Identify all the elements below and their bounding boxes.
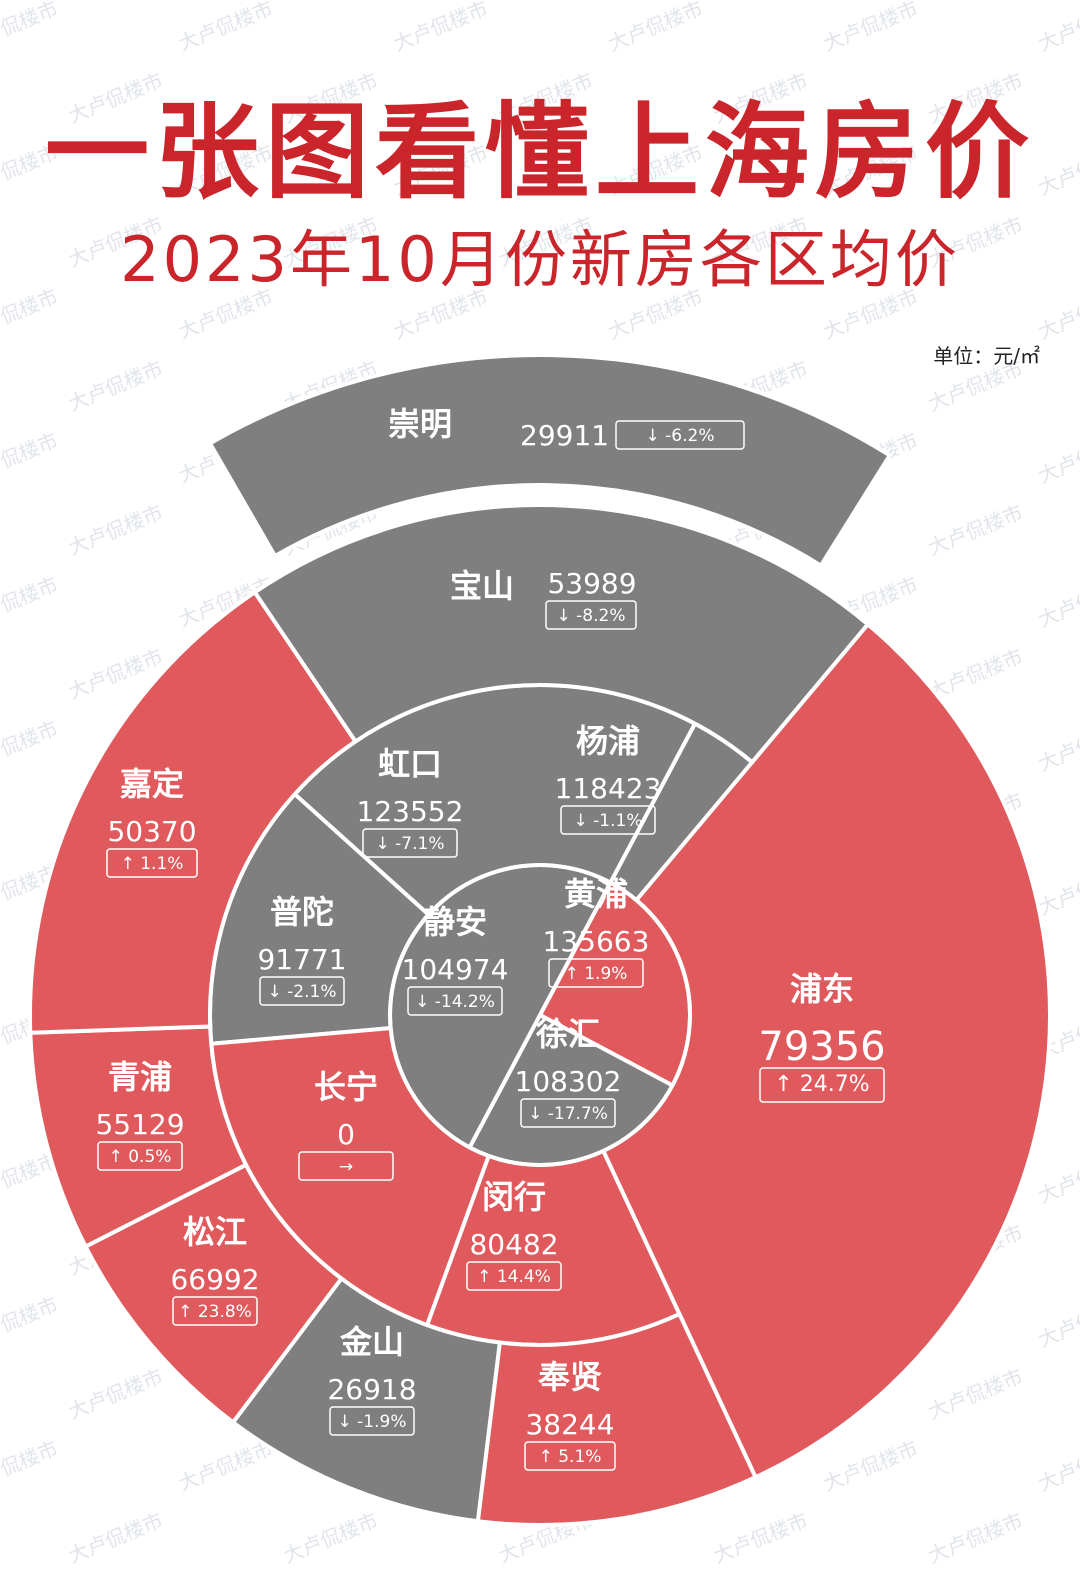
- change-badge: [298, 1151, 394, 1181]
- label-group-宝山: 宝山 53989 ↓ -8.2%: [450, 567, 637, 630]
- change-text: ↓ -2.1%: [268, 982, 337, 1002]
- change-badge: [759, 1067, 885, 1103]
- district-name: 松江: [183, 1213, 247, 1251]
- district-name: 奉贤: [538, 1358, 602, 1396]
- change-text: ↑ 5.1%: [539, 1447, 602, 1467]
- label-group-青浦: 青浦 55129 ↑ 0.5%: [95, 1058, 185, 1171]
- district-name: 徐汇: [535, 1015, 600, 1053]
- change-text: ↑ 24.7%: [774, 1072, 869, 1097]
- change-text: ↑ 23.8%: [178, 1302, 252, 1322]
- district-name: 黄浦: [564, 875, 628, 913]
- label-group-嘉定: 嘉定 50370 ↑ 1.1%: [106, 765, 198, 878]
- district-price: 38244: [525, 1408, 614, 1441]
- district-name: 长宁: [314, 1068, 378, 1106]
- district-price: 80482: [469, 1228, 558, 1261]
- change-badge: [560, 805, 656, 835]
- change-text: ↑ 1.1%: [121, 854, 184, 874]
- district-price: 91771: [257, 943, 346, 976]
- district-price: 29911: [520, 419, 609, 452]
- label-group-虹口: 虹口 123552 ↓ -7.1%: [357, 745, 464, 858]
- change-badge: [615, 420, 745, 450]
- district-price: 53989: [547, 567, 636, 600]
- district-name: 嘉定: [120, 765, 184, 803]
- district-price: 79356: [758, 1024, 885, 1070]
- change-badge: [329, 1406, 415, 1436]
- district-price: 135663: [543, 925, 650, 958]
- label-group-浦东: 浦东 79356↑ 24.7%: [758, 970, 886, 1103]
- district-name: 崇明: [388, 405, 452, 443]
- district-name: 杨浦: [576, 722, 640, 760]
- district-name: 浦东: [790, 970, 854, 1008]
- district-price: 118423: [555, 772, 662, 805]
- change-badge: [548, 958, 644, 988]
- label-group-黄浦: 黄浦 135663 ↑ 1.9%: [543, 875, 650, 988]
- page-subtitle: 2023年10月份新房各区均价: [120, 223, 960, 296]
- label-group-长宁: 长宁 0 →: [298, 1068, 394, 1181]
- district-price: 104974: [402, 953, 509, 986]
- page-title: 一张图看懂上海房价: [44, 91, 1035, 213]
- label-group-普陀: 普陀 91771 ↓ -2.1%: [257, 893, 347, 1006]
- change-text: ↑ 0.5%: [109, 1147, 172, 1167]
- label-group-奉贤: 奉贤 38244 ↑ 5.1%: [524, 1358, 616, 1471]
- change-badge: [524, 1441, 616, 1471]
- label-group-徐汇: 徐汇 108302 ↓ -17.7%: [515, 1015, 622, 1128]
- change-text: ↑ 1.9%: [565, 964, 628, 984]
- price-sunburst-chart: 黄浦 135663 ↑ 1.9% 徐汇 108302 ↓ -17.7% 静安 104974 ↓ …: [28, 353, 1052, 1527]
- label-group-静安: 静安 104974 ↓ -14.2%: [402, 903, 509, 1016]
- change-badge: [259, 976, 345, 1006]
- district-price: 55129: [95, 1108, 184, 1141]
- label-group-崇明: 崇明 29911 ↓ -6.2%: [388, 405, 745, 452]
- change-text: ↓ -14.2%: [415, 992, 495, 1012]
- change-badge: [106, 848, 198, 878]
- change-badge: [362, 828, 458, 858]
- district-name: 静安: [423, 903, 487, 941]
- district-price: 0: [337, 1118, 355, 1151]
- district-name: 宝山: [450, 567, 514, 605]
- change-text: ↓ -1.1%: [574, 811, 643, 831]
- district-price: 108302: [515, 1065, 622, 1098]
- change-badge: [466, 1261, 562, 1291]
- change-badge: [545, 600, 637, 630]
- segment-崇明: [207, 353, 893, 569]
- segment-宝山: [252, 503, 871, 766]
- district-price: 50370: [107, 815, 196, 848]
- change-badge: [520, 1098, 616, 1128]
- label-group-杨浦: 杨浦 118423 ↓ -1.1%: [555, 722, 662, 835]
- change-badge: [97, 1141, 183, 1171]
- change-text: ↓ -6.2%: [646, 426, 715, 446]
- change-badge: [172, 1296, 258, 1326]
- district-name: 闵行: [482, 1178, 546, 1216]
- change-text: ↓ -17.7%: [528, 1104, 608, 1124]
- change-badge: [407, 986, 503, 1016]
- change-text: ↓ -7.1%: [376, 834, 445, 854]
- label-group-闵行: 闵行 80482 ↑ 14.4%: [466, 1178, 562, 1291]
- segment-嘉定: [28, 589, 359, 1035]
- district-price: 66992: [170, 1263, 259, 1296]
- segment-浦东: [600, 621, 1052, 1480]
- label-group-金山: 金山 26918 ↓ -1.9%: [327, 1323, 417, 1436]
- district-name: 虹口: [378, 745, 442, 783]
- change-text: ↓ -8.2%: [557, 606, 626, 626]
- unit-label: 单位：元/㎡: [933, 344, 1040, 368]
- district-name: 金山: [339, 1323, 404, 1361]
- district-name: 普陀: [270, 893, 334, 931]
- label-group-松江: 松江 66992 ↑ 23.8%: [170, 1213, 260, 1326]
- district-price: 26918: [327, 1373, 416, 1406]
- change-text: ↑ 14.4%: [477, 1267, 551, 1287]
- district-price: 123552: [357, 795, 464, 828]
- change-text: ↓ -1.9%: [338, 1412, 407, 1432]
- district-name: 青浦: [108, 1058, 172, 1096]
- change-text: →: [339, 1157, 353, 1177]
